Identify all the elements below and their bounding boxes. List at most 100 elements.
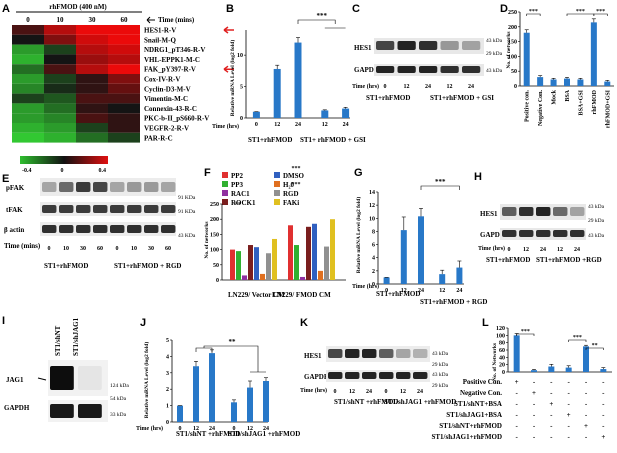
bar xyxy=(600,369,607,372)
legend-label: ROCK1 xyxy=(231,199,256,207)
sig-stars: *** xyxy=(596,9,605,15)
time-tick: 12 xyxy=(557,247,563,253)
blot-band xyxy=(570,230,585,237)
bar xyxy=(254,247,259,280)
blot-band xyxy=(161,182,176,192)
k-kda-4: 29 kDa xyxy=(432,383,449,389)
y-tick-label: 150 xyxy=(508,40,517,46)
condition-mark: - xyxy=(602,400,605,408)
y-tick-label: 250 xyxy=(508,10,517,16)
y-tick-label: 250 xyxy=(210,202,219,208)
heatmap-row-label: HES1-R-V xyxy=(144,27,176,35)
panel-f: F PP2 DMSO PP3 H₂0 RAC1 RGD ROCK1 FAKi No. of n… xyxy=(204,166,346,299)
heatmap-cell xyxy=(12,64,44,74)
time-tick: 24 xyxy=(425,84,431,90)
blot-band xyxy=(50,366,74,390)
heatmap-col-0: 0 xyxy=(26,16,30,24)
legend-label: RGD xyxy=(283,190,299,198)
blot-band xyxy=(93,182,108,192)
heatmap-time-label: Time (mins) xyxy=(158,16,195,24)
sig-bracket xyxy=(593,13,608,16)
k-group-1: ST1/shNT +rhFMOD xyxy=(334,398,398,406)
legend-swatch xyxy=(222,172,228,178)
blot-band xyxy=(536,230,551,237)
heatmap-cell xyxy=(44,44,76,55)
k-band-gapdh: GAPDH xyxy=(304,373,330,381)
heatmap-cell xyxy=(108,74,140,84)
blot-band xyxy=(328,349,343,358)
x-tick-label: 24 xyxy=(343,122,349,128)
h-band-gapdh: GAPDH xyxy=(480,231,506,239)
e-band-pfak: pFAK xyxy=(6,184,25,192)
y-tick-label: 8 xyxy=(372,229,375,235)
b-time-label: Time (hrs) xyxy=(212,123,239,130)
time-tick: 0 xyxy=(384,84,387,90)
blot-band xyxy=(59,182,74,192)
time-tick: 0 xyxy=(48,246,51,252)
condition-mark: - xyxy=(550,389,553,397)
y-tick-label: 1 xyxy=(166,404,169,410)
blot-band xyxy=(110,225,125,233)
b-group-1: ST1+rhFMOD xyxy=(248,136,292,144)
e-group-2: ST1+rhFMOD + RGD xyxy=(114,262,181,270)
panel-j: J Relative mRNA Level (log2 fold) 012345… xyxy=(136,317,300,438)
bar xyxy=(537,77,544,86)
heatmap-cell xyxy=(44,54,76,65)
y-tick-label: 50 xyxy=(213,263,219,269)
y-tick-label: 0 xyxy=(502,370,505,376)
panel-letter-c: C xyxy=(352,3,360,15)
blot-band xyxy=(328,372,343,379)
time-tick: 24 xyxy=(417,389,423,395)
x-tick-label: 24 xyxy=(209,426,215,432)
bar xyxy=(306,226,311,280)
heatmap-cell xyxy=(44,74,76,84)
red-arrow-icon xyxy=(223,65,234,73)
blot-band xyxy=(419,41,438,50)
condition-mark: + xyxy=(532,389,536,397)
heatmap-cell xyxy=(44,93,76,104)
blot-band xyxy=(362,349,377,358)
bar xyxy=(294,42,302,119)
i-kda-3: 33 kDa xyxy=(110,412,127,418)
scale-max: 0.4 xyxy=(99,168,107,174)
blot-band xyxy=(161,205,176,213)
y-tick-label: 12 xyxy=(369,203,375,209)
condition-mark: - xyxy=(585,411,588,419)
condition-mark: + xyxy=(549,400,553,408)
blot-band xyxy=(161,225,176,233)
bar xyxy=(273,68,281,118)
bar xyxy=(564,78,570,86)
y-tick-label: 2 xyxy=(166,387,169,393)
sig-stars: *** xyxy=(529,9,538,15)
time-tick: 30 xyxy=(80,246,86,252)
time-tick: 0 xyxy=(385,389,388,395)
e-blot-tfak xyxy=(40,202,176,216)
heatmap-cell xyxy=(12,83,44,94)
y-tick-label: 3 xyxy=(166,371,169,377)
bar xyxy=(321,110,329,118)
blot-band xyxy=(376,66,395,73)
heatmap-cell xyxy=(44,83,76,94)
y-tick-label: 0 xyxy=(514,84,517,90)
condition-mark: - xyxy=(567,389,570,397)
heatmap-row-label: FAK_pY397-R-V xyxy=(144,66,196,74)
panel-letter-i: I xyxy=(2,315,5,327)
c-kda-3: 43 kDa xyxy=(486,68,503,74)
y-tick-label: 10 xyxy=(369,216,375,222)
heatmap-row-label: Cyclin-D3-M-V xyxy=(144,85,191,93)
heatmap-cell xyxy=(12,74,44,84)
x-tick-label: 24 xyxy=(263,426,269,432)
y-tick-label: 100 xyxy=(508,54,517,60)
f-legend: PP2 DMSO PP3 H₂0 RAC1 RGD ROCK1 FAKi xyxy=(222,172,305,207)
e-blot-actin xyxy=(40,222,176,236)
panel-letter-f: F xyxy=(204,167,211,179)
bar xyxy=(236,251,241,280)
blot-band xyxy=(362,372,377,379)
c-band-hes1: HES1 xyxy=(354,44,372,52)
y-tick-label: 6 xyxy=(372,243,375,249)
legend-label: H₂0 xyxy=(283,181,295,189)
b-group-2: ST1+ rhFMOD + GSI xyxy=(300,136,366,144)
blot-band xyxy=(110,205,125,213)
